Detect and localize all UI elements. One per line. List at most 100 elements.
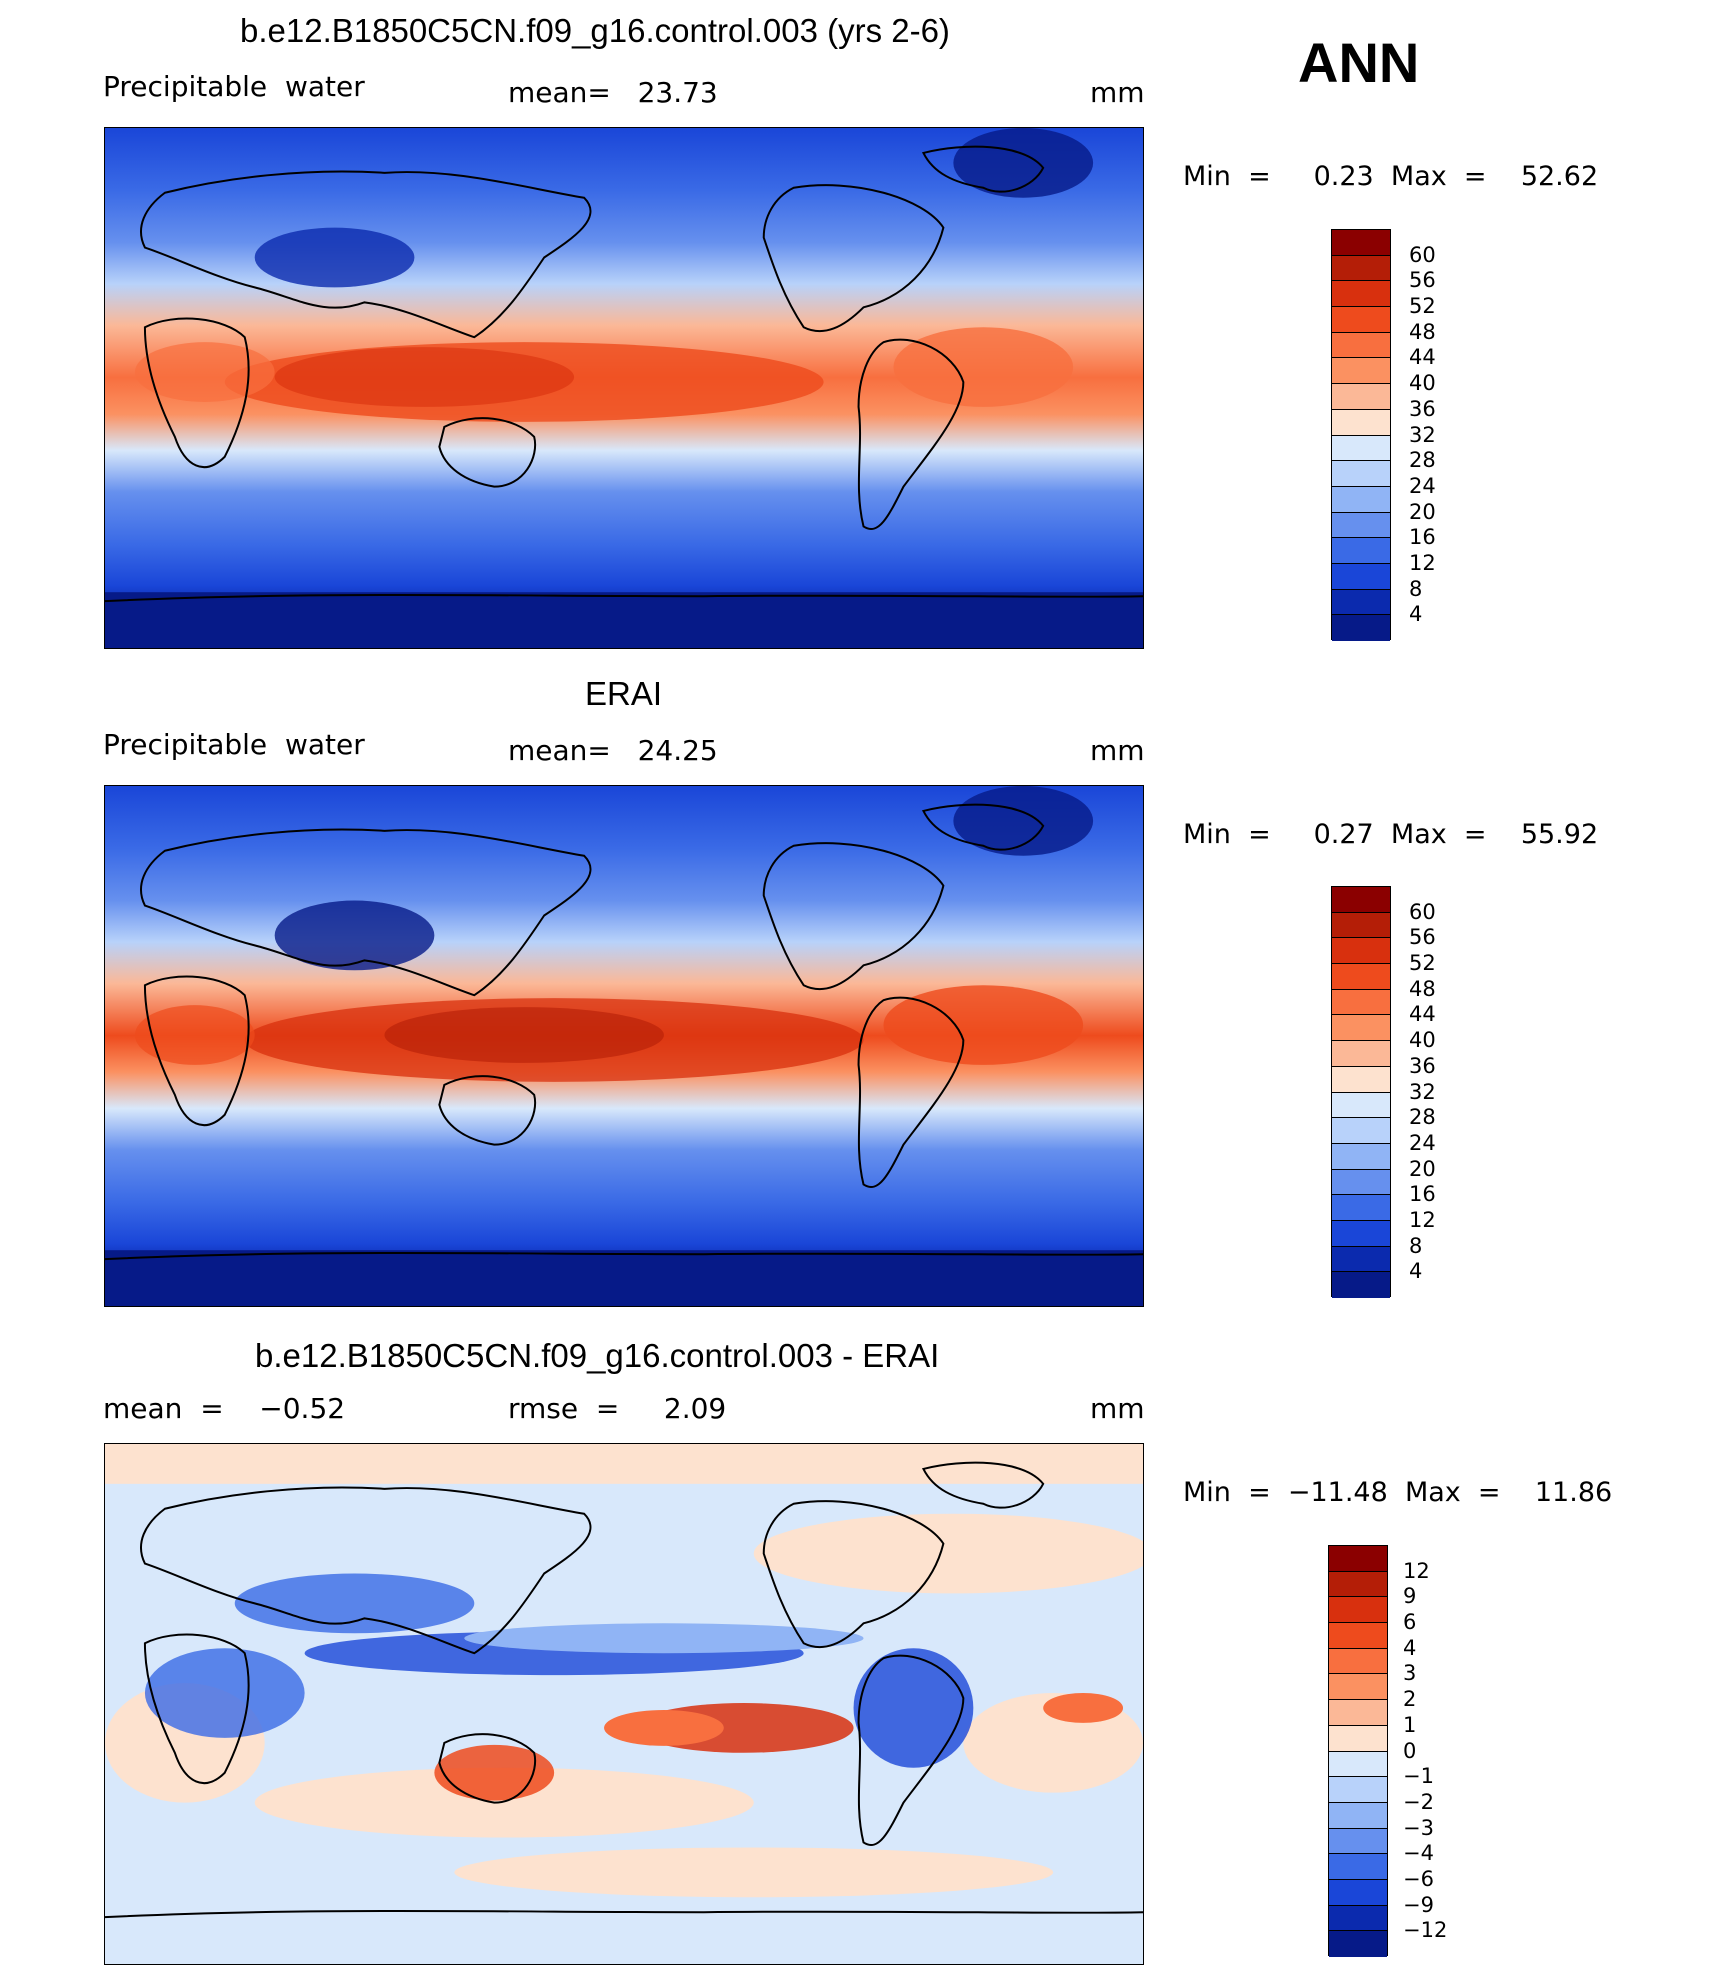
colorbar-tick-label: 8 bbox=[1409, 576, 1423, 601]
colorbar-swatch bbox=[1332, 563, 1390, 590]
colorbar-swatch bbox=[1332, 1169, 1390, 1196]
panel2-mean-label: mean= 24.25 bbox=[508, 734, 718, 767]
colorbar-swatch bbox=[1332, 1015, 1390, 1042]
colorbar-swatch bbox=[1329, 1931, 1387, 1957]
colorbar-swatch bbox=[1332, 1118, 1390, 1144]
colorbar-swatch bbox=[1332, 1195, 1390, 1221]
colorbar-swatch bbox=[1332, 230, 1390, 256]
colorbar-tick-label: 12 bbox=[1409, 550, 1436, 575]
panel2-title: ERAI bbox=[585, 675, 663, 712]
colorbar-tick-label: −1 bbox=[1403, 1764, 1434, 1789]
colorbar-swatch bbox=[1329, 1546, 1387, 1572]
colorbar-tick-label: 40 bbox=[1409, 1028, 1436, 1053]
panel3-colorbar-swatches bbox=[1328, 1545, 1388, 1957]
panel2-map bbox=[104, 785, 1144, 1307]
colorbar-tick-label: 3 bbox=[1403, 1661, 1417, 1686]
colorbar-swatch bbox=[1329, 1700, 1387, 1726]
colorbar-swatch bbox=[1332, 1092, 1390, 1119]
colorbar-tick-label: 4 bbox=[1409, 1259, 1423, 1284]
panel3-title: b.e12.B1850C5CN.f09_g16.control.003 - ER… bbox=[255, 1337, 940, 1374]
colorbar-tick-label: −9 bbox=[1403, 1892, 1434, 1917]
colorbar-tick-label: 56 bbox=[1409, 268, 1436, 293]
colorbar-swatch bbox=[1329, 1725, 1387, 1752]
colorbar-tick-label: 2 bbox=[1403, 1687, 1417, 1712]
colorbar-swatch bbox=[1329, 1674, 1387, 1701]
colorbar-swatch bbox=[1332, 1066, 1390, 1093]
colorbar-tick-label: 0 bbox=[1403, 1738, 1417, 1763]
colorbar-swatch bbox=[1332, 1041, 1390, 1067]
colorbar-tick-label: 24 bbox=[1409, 1130, 1436, 1155]
colorbar-tick-label: 20 bbox=[1409, 499, 1436, 524]
colorbar-tick-label: 32 bbox=[1409, 1079, 1436, 1104]
colorbar-swatch bbox=[1329, 1879, 1387, 1906]
panel3-map bbox=[104, 1443, 1144, 1965]
colorbar-swatch bbox=[1332, 589, 1390, 616]
colorbar-swatch bbox=[1332, 281, 1390, 308]
colorbar-swatch bbox=[1332, 332, 1390, 359]
colorbar-swatch bbox=[1332, 1220, 1390, 1247]
panel2-units-label: mm bbox=[1090, 734, 1145, 767]
colorbar-tick-label: 28 bbox=[1409, 1105, 1436, 1130]
colorbar-tick-label: −4 bbox=[1403, 1841, 1434, 1866]
colorbar-swatch bbox=[1332, 1143, 1390, 1170]
colorbar-swatch bbox=[1332, 1246, 1390, 1273]
colorbar-tick-label: 16 bbox=[1409, 1182, 1436, 1207]
panel3-rmse-label: rmse = 2.09 bbox=[508, 1392, 727, 1425]
panel3-minmax-label: Min = −11.48 Max = 11.86 bbox=[1183, 1477, 1613, 1508]
colorbar-swatch bbox=[1332, 912, 1390, 939]
colorbar-tick-label: 36 bbox=[1409, 1053, 1436, 1078]
colorbar-swatch bbox=[1329, 1623, 1387, 1649]
panel2-variable-label: Precipitable water bbox=[103, 728, 365, 761]
panel1-variable-label: Precipitable water bbox=[103, 70, 365, 103]
colorbar-tick-label: −12 bbox=[1403, 1918, 1448, 1943]
colorbar-swatch bbox=[1329, 1802, 1387, 1829]
colorbar-swatch bbox=[1332, 1272, 1390, 1298]
colorbar-tick-label: 60 bbox=[1409, 242, 1436, 267]
panel1-mean-label: mean= 23.73 bbox=[508, 76, 718, 109]
colorbar-swatch bbox=[1329, 1571, 1387, 1598]
panel3-units-label: mm bbox=[1090, 1392, 1145, 1425]
colorbar-tick-label: 4 bbox=[1403, 1635, 1417, 1660]
colorbar-tick-label: 44 bbox=[1409, 1002, 1436, 1027]
colorbar-swatch bbox=[1332, 938, 1390, 965]
colorbar-tick-label: 6 bbox=[1403, 1610, 1417, 1635]
panel1-minmax-label: Min = 0.23 Max = 52.62 bbox=[1183, 161, 1599, 192]
colorbar-swatch bbox=[1329, 1854, 1387, 1880]
colorbar-tick-label: 48 bbox=[1409, 319, 1436, 344]
colorbar-tick-label: 9 bbox=[1403, 1584, 1417, 1609]
colorbar-tick-label: 16 bbox=[1409, 525, 1436, 550]
colorbar-swatch bbox=[1332, 887, 1390, 913]
colorbar-tick-label: 28 bbox=[1409, 448, 1436, 473]
colorbar-tick-label: 24 bbox=[1409, 473, 1436, 498]
colorbar-tick-label: 12 bbox=[1403, 1558, 1430, 1583]
colorbar-tick-label: −3 bbox=[1403, 1815, 1434, 1840]
colorbar-tick-label: −6 bbox=[1403, 1866, 1434, 1891]
colorbar-swatch bbox=[1332, 435, 1390, 462]
colorbar-tick-label: −2 bbox=[1403, 1789, 1434, 1814]
colorbar-tick-label: 44 bbox=[1409, 345, 1436, 370]
colorbar-swatch bbox=[1332, 989, 1390, 1016]
colorbar-tick-label: 52 bbox=[1409, 294, 1436, 319]
colorbar-swatch bbox=[1332, 255, 1390, 282]
colorbar-swatch bbox=[1332, 538, 1390, 564]
colorbar-swatch bbox=[1332, 384, 1390, 410]
colorbar-swatch bbox=[1332, 358, 1390, 385]
colorbar-tick-label: 32 bbox=[1409, 422, 1436, 447]
colorbar-swatch bbox=[1329, 1597, 1387, 1624]
colorbar-swatch bbox=[1332, 486, 1390, 513]
colorbar-tick-label: 60 bbox=[1409, 899, 1436, 924]
colorbar-tick-label: 12 bbox=[1409, 1207, 1436, 1232]
colorbar-swatch bbox=[1332, 512, 1390, 539]
colorbar-tick-label: 20 bbox=[1409, 1156, 1436, 1181]
colorbar-tick-label: 8 bbox=[1409, 1233, 1423, 1258]
colorbar-swatch bbox=[1332, 409, 1390, 436]
colorbar-swatch bbox=[1332, 615, 1390, 641]
colorbar-swatch bbox=[1332, 461, 1390, 487]
panel1-map bbox=[104, 127, 1144, 649]
panel1-title: b.e12.B1850C5CN.f09_g16.control.003 (yrs… bbox=[240, 12, 950, 49]
panel2-minmax-label: Min = 0.27 Max = 55.92 bbox=[1183, 819, 1599, 850]
colorbar-swatch bbox=[1329, 1648, 1387, 1675]
colorbar-swatch bbox=[1329, 1777, 1387, 1803]
colorbar-tick-label: 56 bbox=[1409, 925, 1436, 950]
colorbar-swatch bbox=[1329, 1905, 1387, 1932]
